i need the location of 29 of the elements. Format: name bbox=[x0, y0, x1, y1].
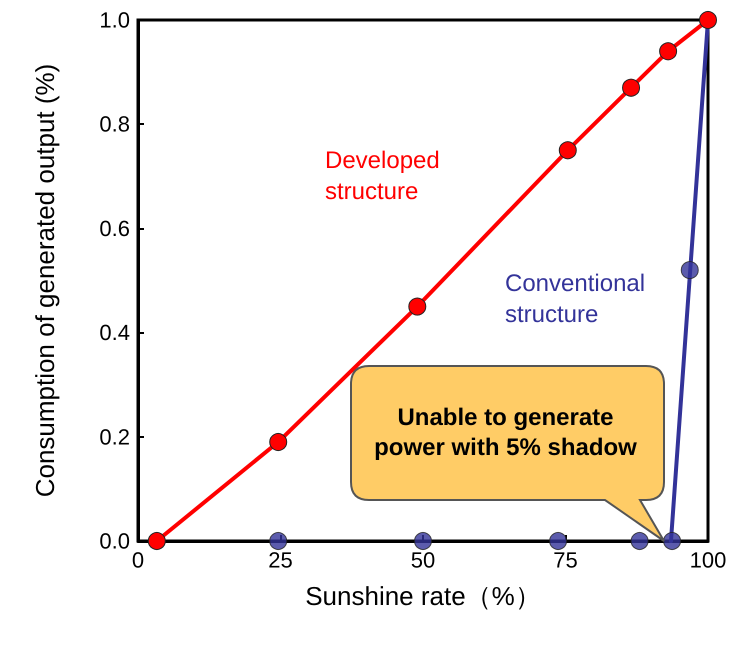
point bbox=[663, 532, 682, 550]
y-tick-label: 0.2 bbox=[99, 424, 130, 450]
x-tick-label: 25 bbox=[268, 548, 293, 572]
y-axis-title: Consumption of generated output (%) bbox=[30, 64, 60, 498]
x-tick-label: 75 bbox=[553, 548, 578, 572]
point bbox=[549, 532, 568, 550]
text: Developed structure bbox=[325, 147, 446, 205]
x-tick-label: 100 bbox=[690, 548, 726, 572]
point bbox=[680, 261, 699, 280]
y-tick-label: 0.6 bbox=[99, 216, 130, 241]
y-tick-label: 0.4 bbox=[99, 320, 130, 346]
annotation: Unable to generate power with 5% shadow bbox=[373, 403, 638, 463]
point bbox=[269, 433, 288, 452]
point bbox=[558, 141, 577, 160]
y-tick-label: 0.0 bbox=[99, 528, 130, 554]
point bbox=[414, 532, 432, 550]
point bbox=[630, 532, 649, 550]
x-axis-title: Sunshine rate（%） bbox=[305, 581, 541, 611]
y-tick-label: 0.8 bbox=[99, 112, 130, 137]
point bbox=[659, 42, 678, 60]
point bbox=[408, 298, 426, 316]
point bbox=[699, 11, 717, 29]
y-tick-label: 1.0 bbox=[99, 8, 130, 32]
x-tick-label: 0 bbox=[132, 548, 144, 572]
point bbox=[148, 532, 166, 550]
series-label: Conventional structure bbox=[505, 270, 652, 328]
point bbox=[269, 532, 288, 550]
x-tick-label: 50 bbox=[410, 548, 436, 572]
point bbox=[622, 78, 640, 97]
